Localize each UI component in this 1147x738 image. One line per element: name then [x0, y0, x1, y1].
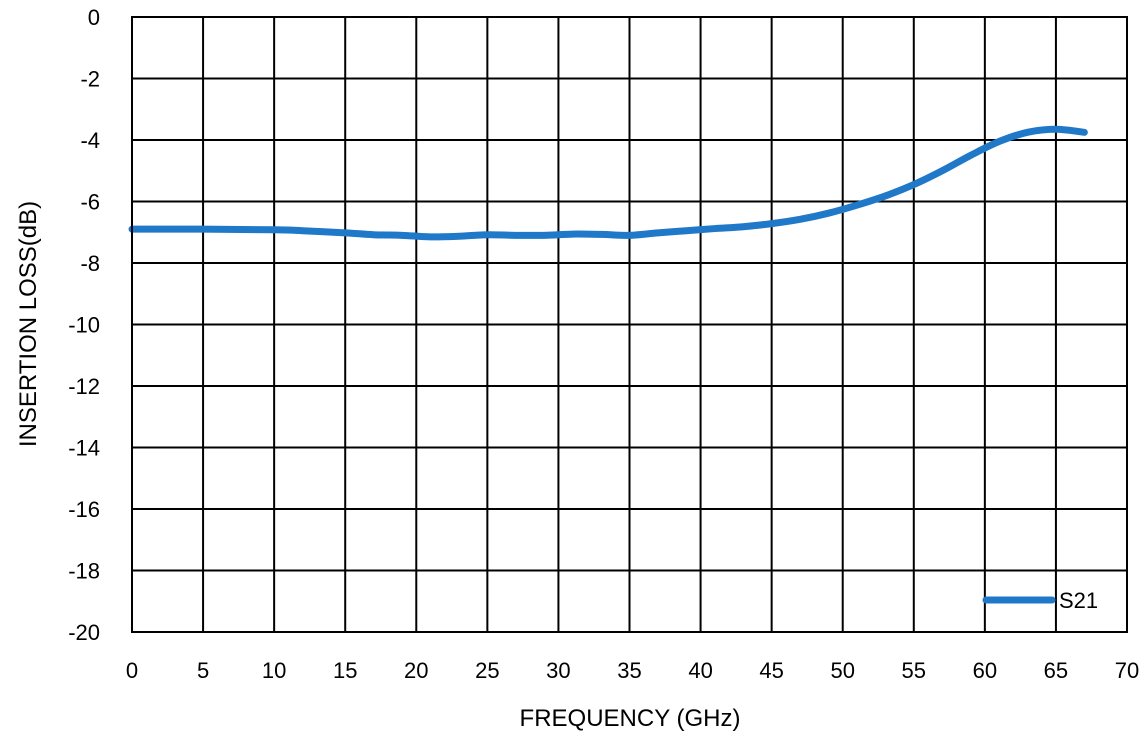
y-tick-label-6: -12: [68, 374, 100, 399]
series-layer: [128, 125, 1088, 241]
y-tick-label-0: 0: [88, 5, 100, 30]
legend: S21: [982, 588, 1098, 613]
y-tick-label-9: -18: [68, 559, 100, 584]
x-tick-label-9: 45: [759, 658, 783, 683]
y-tick-label-7: -14: [68, 436, 100, 461]
y-tick-label-2: -4: [80, 128, 100, 153]
x-tick-labels: 0 5 10 15 20 25 30 35 40 45 50 55 60 65 70: [126, 658, 1139, 683]
x-tick-label-5: 25: [475, 658, 499, 683]
legend-label-s21: S21: [1059, 588, 1098, 613]
y-tick-label-8: -16: [68, 497, 100, 522]
plot-frame: [131, 16, 1128, 633]
x-tick-label-10: 50: [830, 658, 854, 683]
x-tick-label-1: 5: [197, 658, 209, 683]
y-axis-title: INSERTION LOSS(dB): [15, 201, 42, 447]
y-tick-labels: 0 -2 -4 -6 -8 -10 -12 -14 -16 -18 -20: [68, 5, 100, 645]
series-line-s21: [128, 125, 1088, 241]
y-tick-label-3: -6: [80, 190, 100, 215]
x-tick-label-6: 30: [546, 658, 570, 683]
x-tick-label-14: 70: [1115, 658, 1139, 683]
grid: [131, 16, 1128, 633]
x-tick-label-7: 35: [617, 658, 641, 683]
x-tick-label-2: 10: [262, 658, 286, 683]
x-tick-label-13: 65: [1044, 658, 1068, 683]
y-tick-label-5: -10: [68, 313, 100, 338]
x-tick-label-4: 20: [404, 658, 428, 683]
y-tick-label-10: -20: [68, 620, 100, 645]
y-tick-label-4: -8: [80, 251, 100, 276]
x-tick-label-12: 60: [973, 658, 997, 683]
x-tick-label-0: 0: [126, 658, 138, 683]
x-tick-label-3: 15: [333, 658, 357, 683]
x-tick-label-8: 40: [688, 658, 712, 683]
x-axis-title: FREQUENCY (GHz): [520, 705, 741, 732]
x-tick-label-11: 55: [902, 658, 926, 683]
y-tick-label-1: -2: [80, 67, 100, 92]
